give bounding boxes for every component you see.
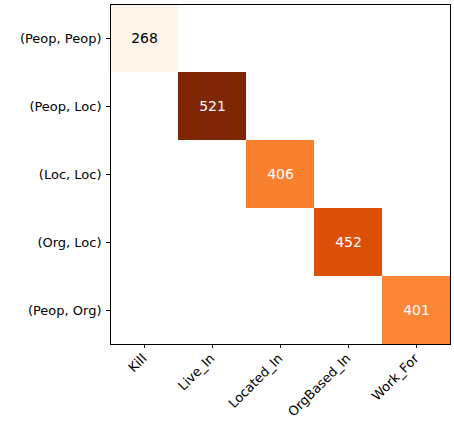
svg-text:401: 401	[403, 302, 430, 318]
svg-text:OrgBased_In: OrgBased_In	[285, 351, 354, 420]
svg-text:(Peop, Org): (Peop, Org)	[28, 303, 102, 318]
svg-text:Kill: Kill	[125, 351, 149, 375]
svg-text:452: 452	[335, 234, 362, 250]
svg-text:406: 406	[267, 166, 294, 182]
svg-text:(Loc, Loc): (Loc, Loc)	[39, 167, 102, 182]
svg-text:Work_For: Work_For	[369, 350, 422, 403]
svg-text:521: 521	[199, 98, 226, 114]
svg-text:(Org, Loc): (Org, Loc)	[37, 235, 101, 250]
svg-text:(Peop, Peop): (Peop, Peop)	[20, 31, 102, 46]
svg-text:268: 268	[131, 30, 158, 46]
svg-text:Live_In: Live_In	[175, 351, 218, 394]
svg-text:(Peop, Loc): (Peop, Loc)	[29, 99, 101, 114]
svg-text:Located_In: Located_In	[225, 351, 285, 411]
